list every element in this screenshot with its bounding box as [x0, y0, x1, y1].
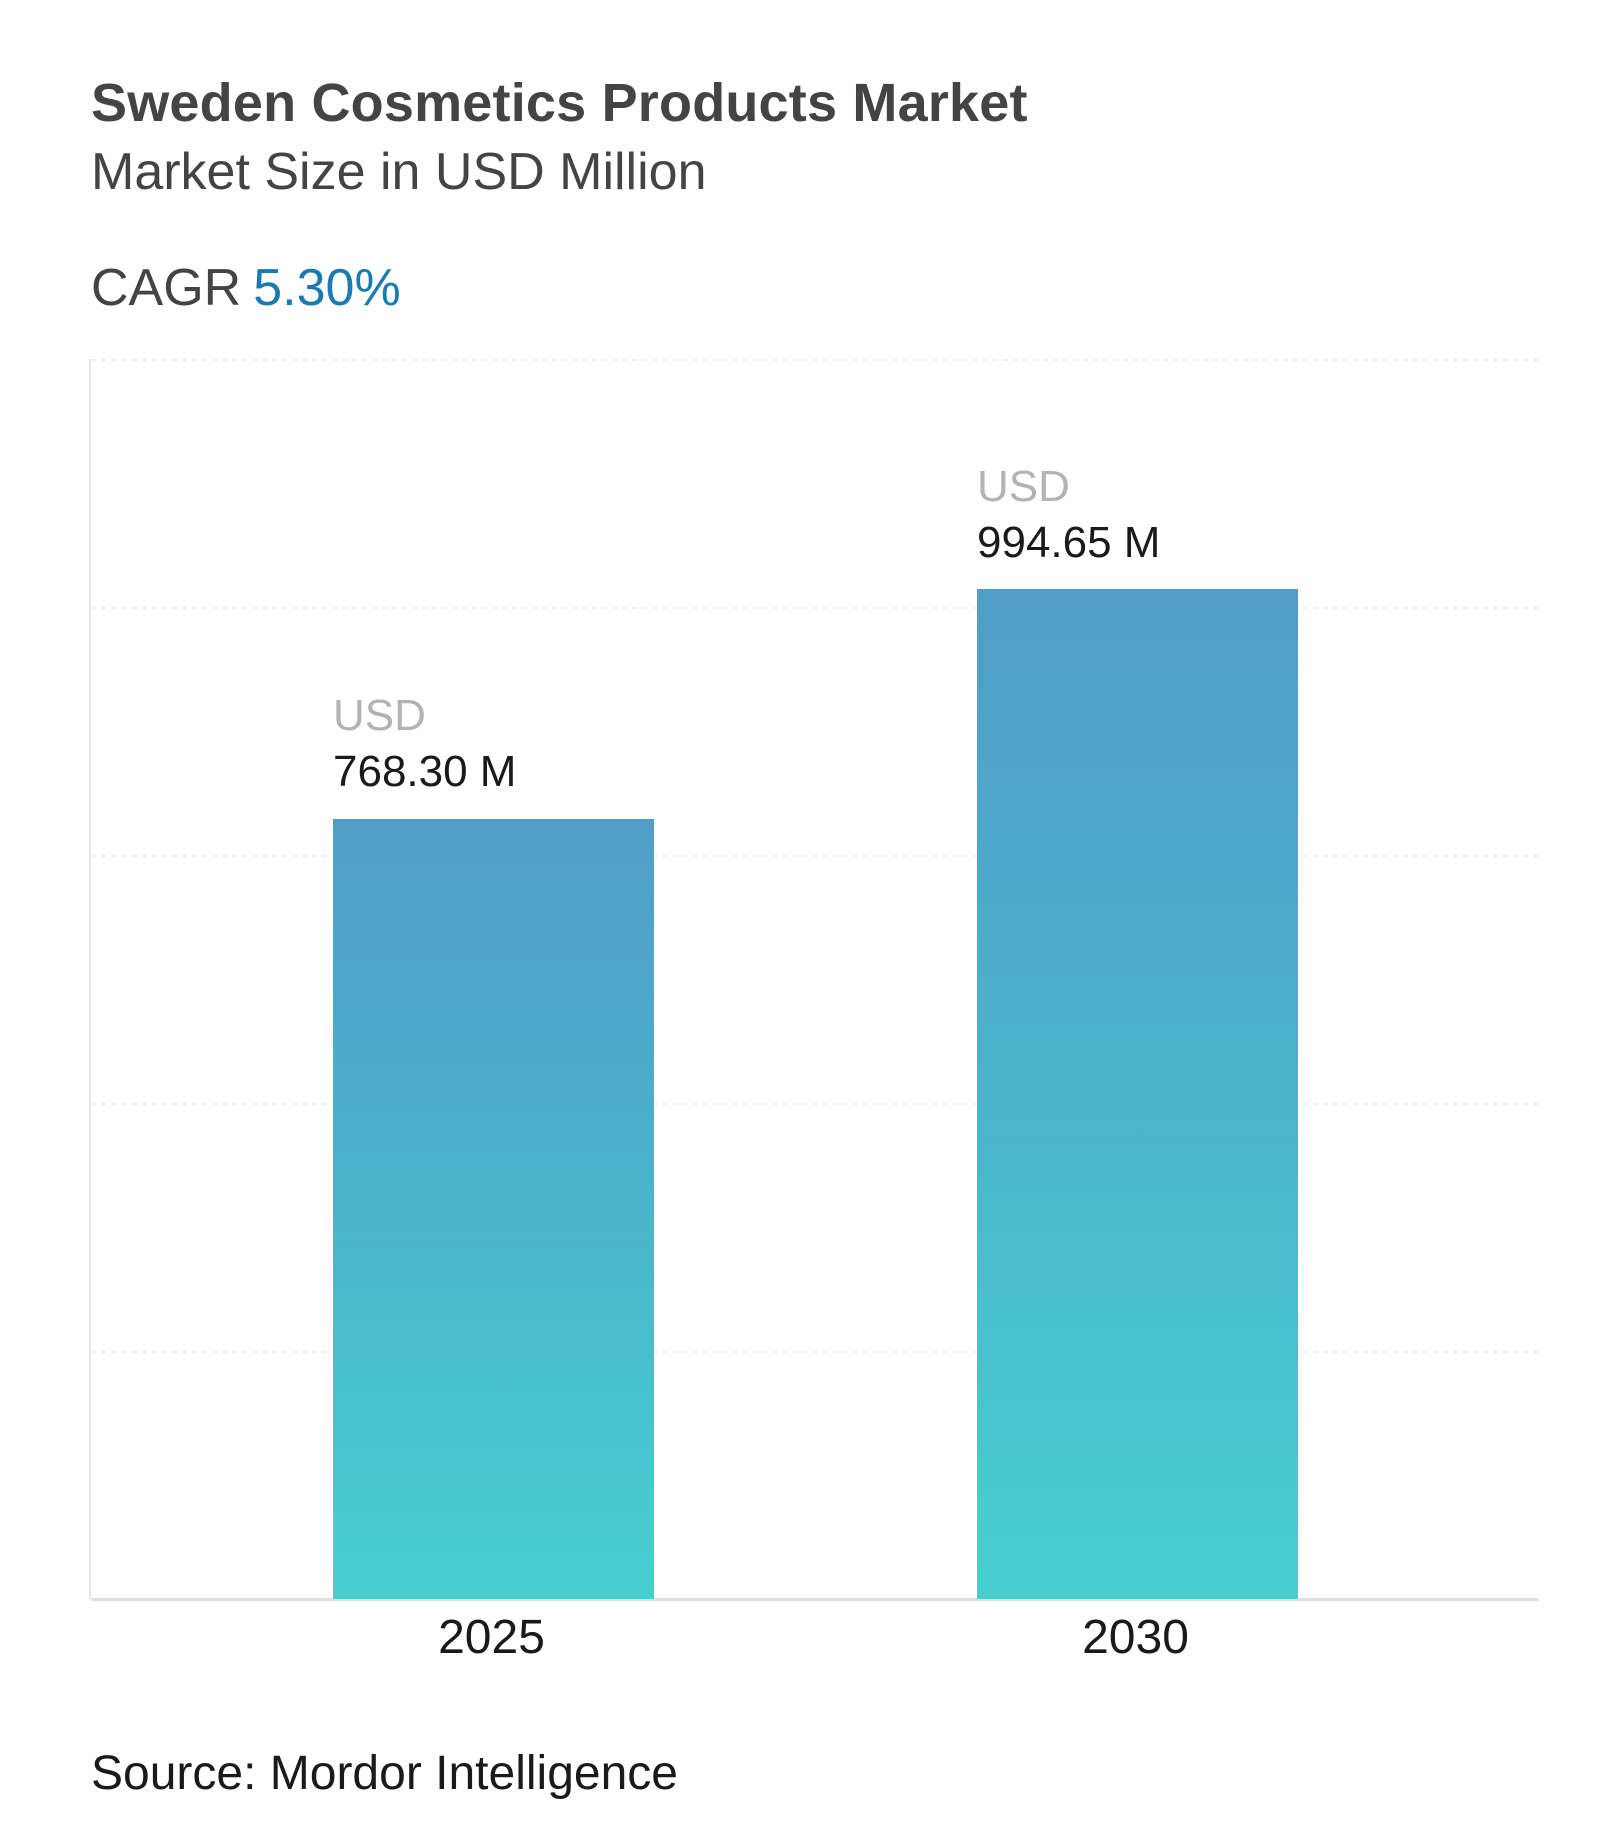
bar-2030 [977, 589, 1298, 1599]
x-tick-2030: 2030 [1082, 1611, 1189, 1664]
gridline [91, 1351, 1539, 1353]
gridline [91, 607, 1539, 609]
cagr-indicator: CAGR 5.30% [91, 258, 401, 318]
bar-label-2030: USD 994.65 M [977, 459, 1160, 571]
cagr-label: CAGR [91, 259, 242, 317]
plot-area: USD 768.30 M USD 994.65 M [89, 359, 1539, 1601]
bar-label-2025: USD 768.30 M [333, 688, 516, 800]
gridline [91, 855, 1539, 857]
chart-subtitle: Market Size in USD Million [91, 143, 707, 201]
x-tick-2025: 2025 [438, 1611, 545, 1664]
gridline [91, 1103, 1539, 1105]
chart-title: Sweden Cosmetics Products Market [91, 73, 1028, 133]
value-label: 994.65 M [977, 518, 1161, 567]
cagr-value: 5.30% [253, 259, 401, 317]
source-note: Source: Mordor Intelligence [91, 1747, 678, 1800]
currency-label: USD [333, 691, 426, 740]
value-label: 768.30 M [333, 747, 517, 796]
gridline [91, 359, 1539, 361]
bar-2025 [333, 819, 654, 1599]
x-axis-line [91, 1598, 1539, 1601]
currency-label: USD [977, 462, 1070, 511]
